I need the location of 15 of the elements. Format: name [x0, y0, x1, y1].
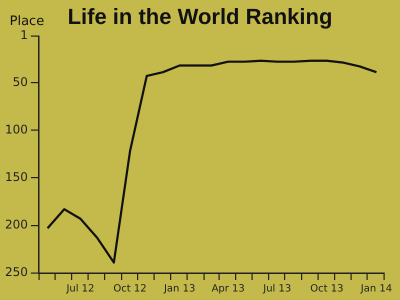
y-tick-label: 250 [5, 265, 28, 280]
x-tick-label: Jan 14 [360, 284, 392, 295]
x-tick-label: Apr 13 [212, 284, 245, 295]
x-tick-label: Jul 13 [262, 284, 292, 295]
y-tick-label: 200 [5, 218, 28, 232]
y-tick-label: 50 [12, 74, 28, 89]
x-tick-label: Oct 13 [310, 284, 344, 295]
y-tick-label: 150 [5, 170, 28, 184]
y-tick-label: 100 [5, 122, 28, 136]
y-tick-label: 1 [20, 28, 28, 42]
x-tick-label: Jul 12 [65, 284, 94, 295]
y-axis-title: Place [10, 14, 44, 29]
x-tick-label: Jan 13 [162, 284, 196, 295]
x-tick-label: Oct 12 [113, 284, 147, 295]
chart-title: Life in the World Ranking [68, 4, 332, 29]
